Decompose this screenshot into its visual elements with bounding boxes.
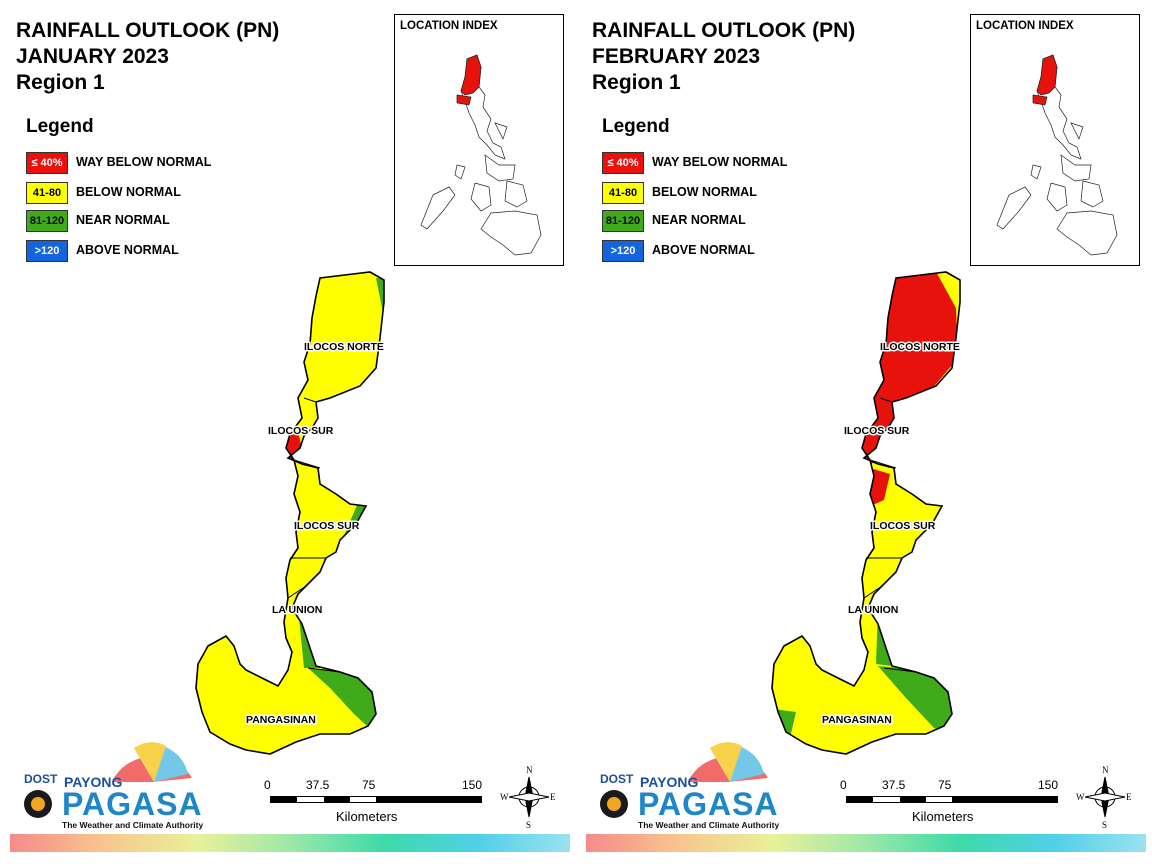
label-ilocos-norte: ILOCOS NORTE [880,341,960,353]
legend-swatch: ≤ 40% [26,152,68,174]
philippines-outline-map [420,54,542,256]
compass-rose-icon: N S E W [500,765,556,830]
payong-pagasa-logo: DOST PAYONG PAGASA The Weather and Clima… [16,738,203,834]
scale-tick-150: 150 [1038,778,1059,792]
title-line-1: RAINFALL OUTLOOK (PN) [16,19,280,42]
scale-tick-37-5: 37.5 [882,778,906,792]
scale-tick-75: 75 [938,778,952,792]
legend-swatch: ≤ 40% [602,152,644,174]
label-ilocos-sur-north: ILOCOS SUR [268,425,334,437]
compass-n: N [526,765,533,775]
label-ilocos-sur: ILOCOS SUR [294,520,360,532]
region-1-rainfall-map: ILOCOS NORTE ILOCOS SUR ILOCOS SUR LA UN… [771,271,961,755]
legend-swatch: >120 [26,240,68,262]
title-line-3: Region 1 [592,71,681,94]
legend-label: BELOW NORMAL [652,185,757,199]
scale-tick-75: 75 [362,778,376,792]
scale-unit: Kilometers [912,809,974,824]
philippines-outline-map [996,54,1118,256]
logo-pagasa: PAGASA [638,786,779,822]
logo-payong: PAYONG [640,774,699,790]
map-title: RAINFALL OUTLOOK (PN) FEBRUARY 2023 Regi… [592,18,855,96]
legend-label: BELOW NORMAL [76,185,181,199]
location-index-inset: LOCATION INDEX [394,14,564,266]
compass-w: W [1076,792,1085,802]
label-pangasinan: PANGASINAN [246,714,316,726]
inset-label: LOCATION INDEX [976,20,1074,32]
compass-rose-icon: N S E W [1076,765,1132,830]
compass-s: S [1102,820,1107,830]
legend-swatch: 81-120 [602,210,644,232]
color-band [10,834,570,852]
legend-swatch: 41-80 [26,182,68,204]
legend-title: Legend [26,116,94,137]
scale-tick-150: 150 [462,778,483,792]
title-line-2: FEBRUARY 2023 [592,45,761,68]
compass-e: E [1126,792,1132,802]
label-ilocos-sur-north: ILOCOS SUR [844,425,910,437]
scale-tick-37-5: 37.5 [306,778,330,792]
scale-unit: Kilometers [336,809,398,824]
scale-tick-0: 0 [840,778,847,792]
panel-february: RAINFALL OUTLOOK (PN) FEBRUARY 2023 Regi… [576,0,1152,864]
scale-bar: 0 37.5 75 150 Kilometers [262,778,492,828]
legend-label: ABOVE NORMAL [652,243,755,257]
zone-way-below-normal [836,272,958,508]
legend-label: ABOVE NORMAL [76,243,179,257]
color-band [586,834,1146,852]
location-index-inset: LOCATION INDEX [970,14,1140,266]
logo-pagasa: PAGASA [62,786,203,822]
legend-label: WAY BELOW NORMAL [76,155,212,169]
scale-segments [270,796,482,803]
compass-n: N [1102,765,1109,775]
map-title: RAINFALL OUTLOOK (PN) JANUARY 2023 Regio… [16,18,279,96]
label-la-union: LA UNION [272,604,322,616]
region-1-rainfall-map: ILOCOS NORTE ILOCOS SUR ILOCOS SUR LA UN… [195,271,385,755]
logo-dost: DOST [600,772,634,786]
panel-january: RAINFALL OUTLOOK (PN) JANUARY 2023 Regio… [10,14,570,852]
logo-dost: DOST [24,772,58,786]
logo-tagline: The Weather and Climate Authority [638,820,780,830]
title-line-2: JANUARY 2023 [16,45,169,68]
scale-bar: 0 37.5 75 150 Kilometers [838,778,1068,828]
scale-tick-0: 0 [264,778,271,792]
umbrella-icon [600,742,768,818]
legend-label: NEAR NORMAL [652,213,746,227]
payong-pagasa-logo: DOST PAYONG PAGASA The Weather and Clima… [592,738,779,834]
label-ilocos-sur: ILOCOS SUR [870,520,936,532]
label-pangasinan: PANGASINAN [822,714,892,726]
label-la-union: LA UNION [848,604,898,616]
legend-label: NEAR NORMAL [76,213,170,227]
compass-e: E [550,792,556,802]
legend-swatch: 41-80 [602,182,644,204]
umbrella-icon [24,742,192,818]
legend-label: WAY BELOW NORMAL [652,155,788,169]
title-line-1: RAINFALL OUTLOOK (PN) [592,19,856,42]
legend-swatch: >120 [602,240,644,262]
legend-swatch: 81-120 [26,210,68,232]
scale-segments [846,796,1058,803]
legend-title: Legend [602,116,670,137]
zone-near-normal-north [376,278,384,328]
compass-s: S [526,820,531,830]
inset-label: LOCATION INDEX [400,20,498,32]
label-ilocos-norte: ILOCOS NORTE [304,341,384,353]
logo-payong: PAYONG [64,774,123,790]
logo-tagline: The Weather and Climate Authority [62,820,204,830]
title-line-3: Region 1 [16,71,105,94]
compass-w: W [500,792,509,802]
